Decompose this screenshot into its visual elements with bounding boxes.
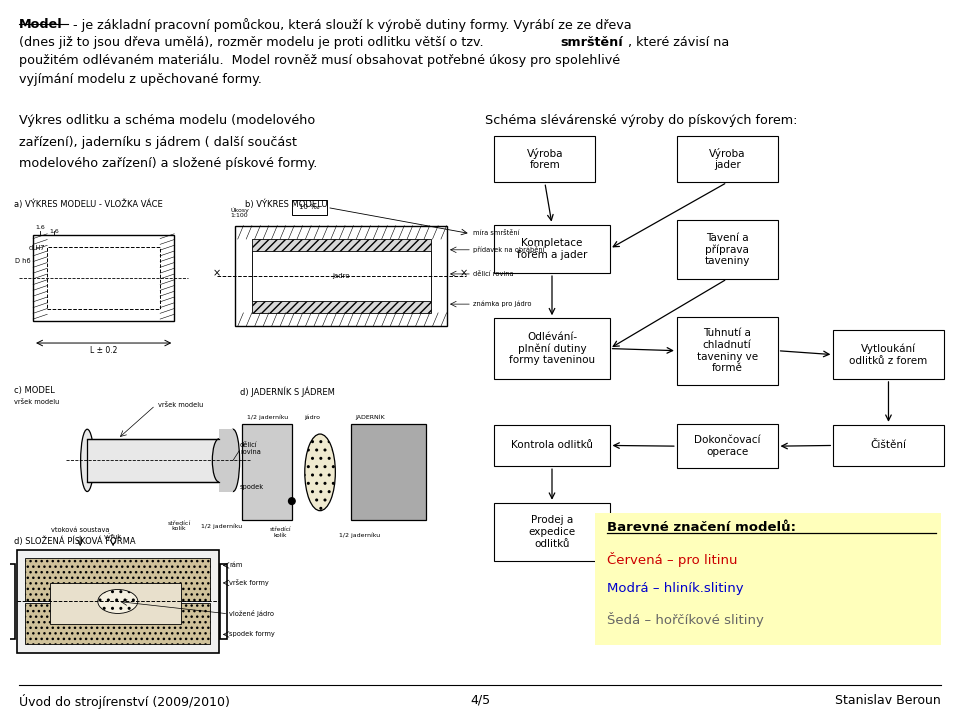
Text: Vytloukání
odlitků z forem: Vytloukání odlitků z forem <box>850 344 927 365</box>
Bar <box>25 558 210 601</box>
Bar <box>87 439 219 482</box>
Bar <box>252 239 431 313</box>
Text: jádro: jádro <box>303 414 320 420</box>
Text: Úkosy
1:100: Úkosy 1:100 <box>230 207 250 219</box>
Bar <box>47 247 160 310</box>
Text: JADERNÍK: JADERNÍK <box>355 414 385 420</box>
Text: míra smrštění: míra smrštění <box>473 230 519 236</box>
Bar <box>221 564 228 638</box>
Text: Kontrola odlitků: Kontrola odlitků <box>511 440 593 450</box>
Bar <box>235 226 447 326</box>
Text: Modrá – hliník.slitiny: Modrá – hliník.slitiny <box>607 582 743 595</box>
Text: Tavení a
příprava
taveniny: Tavení a příprava taveniny <box>705 232 750 267</box>
Text: 1.6: 1.6 <box>36 225 45 230</box>
Text: vložené jádro: vložené jádro <box>229 611 275 617</box>
Text: L ± 0.2: L ± 0.2 <box>90 345 117 355</box>
Text: spodek: spodek <box>240 484 264 490</box>
Text: dělicí rovina: dělicí rovina <box>473 271 514 277</box>
Bar <box>16 550 219 653</box>
Text: Barevné značení modelů:: Barevné značení modelů: <box>607 521 796 534</box>
Bar <box>292 199 327 215</box>
Text: - je základní pracovní pomůckou, která slouží k výrobě dutiny formy. Vyrábí ze z: - je základní pracovní pomůckou, která s… <box>69 18 632 32</box>
Ellipse shape <box>212 439 226 482</box>
FancyBboxPatch shape <box>677 317 778 385</box>
FancyBboxPatch shape <box>494 318 610 379</box>
Text: zařízení), jaderníku s jádrem ( další součást: zařízení), jaderníku s jádrem ( další so… <box>19 136 298 149</box>
Text: Úvod do strojírenství (2009/2010): Úvod do strojírenství (2009/2010) <box>19 694 230 709</box>
Text: 10 ‰: 10 ‰ <box>300 204 320 210</box>
Text: spodek formy: spodek formy <box>229 631 275 638</box>
Text: Kompletace
forem a jader: Kompletace forem a jader <box>516 238 588 260</box>
Text: ×: × <box>460 269 468 279</box>
Text: vyjímání modelu z upěchované formy.: vyjímání modelu z upěchované formy. <box>19 73 262 86</box>
Ellipse shape <box>81 429 94 491</box>
Text: c) MODEL: c) MODEL <box>14 386 55 395</box>
Text: (dnes již to jsou dřeva umělá), rozměr modelu je proti odlitku větší o tzv.: (dnes již to jsou dřeva umělá), rozměr m… <box>19 36 488 49</box>
Text: ×: × <box>212 269 221 279</box>
Text: d) SLOŽENÁ PÍSKOVÁ FORMA: d) SLOŽENÁ PÍSKOVÁ FORMA <box>14 536 136 546</box>
Text: středící
kolík: středící kolík <box>167 521 190 531</box>
FancyBboxPatch shape <box>494 225 610 273</box>
Text: Tuhnutí a
chladnutí
taveniny ve
formě: Tuhnutí a chladnutí taveniny ve formě <box>697 328 757 373</box>
Bar <box>219 429 233 491</box>
Ellipse shape <box>98 589 138 613</box>
FancyBboxPatch shape <box>494 136 595 182</box>
Bar <box>33 235 175 322</box>
Bar <box>9 564 15 638</box>
Text: 1.6: 1.6 <box>49 229 60 234</box>
Text: dělicí
rovina: dělicí rovina <box>240 442 261 455</box>
Text: vršek modelu: vršek modelu <box>14 399 60 405</box>
Text: jadro: jadro <box>332 273 350 279</box>
Bar <box>25 603 210 644</box>
Text: Výroba
jader: Výroba jader <box>708 148 746 170</box>
Text: Výkres odlitku a schéma modelu (modelového: Výkres odlitku a schéma modelu (modelové… <box>19 114 316 127</box>
FancyBboxPatch shape <box>494 503 610 561</box>
Bar <box>252 251 431 301</box>
Text: rám: rám <box>229 563 243 568</box>
Text: 4/5: 4/5 <box>470 694 490 706</box>
Text: použitém odlévaném materiálu.  Model rovněž musí obsahovat potřebné úkosy pro sp: použitém odlévaném materiálu. Model rovn… <box>19 54 620 67</box>
Ellipse shape <box>304 434 335 511</box>
Text: Šedá – hořčíkové slitiny: Šedá – hořčíkové slitiny <box>607 612 763 627</box>
Text: Stanislav Beroun: Stanislav Beroun <box>835 694 941 706</box>
FancyBboxPatch shape <box>833 330 944 379</box>
Text: Prodej a
expedice
odlitků: Prodej a expedice odlitků <box>528 516 576 548</box>
Text: Odlévání-
plnění dutiny
formy taveninou: Odlévání- plnění dutiny formy taveninou <box>509 332 595 365</box>
FancyBboxPatch shape <box>833 425 944 466</box>
Text: přídavek na obrábění: přídavek na obrábění <box>473 246 544 253</box>
Text: Model: Model <box>19 18 63 31</box>
Text: vtoková soustava: vtoková soustava <box>51 527 109 533</box>
Text: vršek formy: vršek formy <box>229 579 269 586</box>
Text: 1/2 jaderníku: 1/2 jaderníku <box>247 414 288 420</box>
FancyBboxPatch shape <box>677 136 778 182</box>
Text: vršek modelu: vršek modelu <box>157 403 203 408</box>
FancyBboxPatch shape <box>677 424 778 468</box>
Text: , které závisí na: , které závisí na <box>628 36 729 49</box>
Ellipse shape <box>227 429 240 491</box>
Text: středící
kolík: středící kolík <box>269 527 291 538</box>
Text: a) VÝKRES MODELU - VLOŽKA VÁCE: a) VÝKRES MODELU - VLOŽKA VÁCE <box>14 199 163 209</box>
Text: výfuk: výfuk <box>104 533 122 541</box>
Text: Čištění: Čištění <box>871 440 906 450</box>
FancyBboxPatch shape <box>494 425 610 466</box>
Text: d H7: d H7 <box>30 245 45 251</box>
Text: b) VÝKRES MODELU: b) VÝKRES MODELU <box>245 199 327 209</box>
Circle shape <box>289 498 295 505</box>
Text: Dokončovací
operace: Dokončovací operace <box>694 435 760 457</box>
Text: Výroba
forem: Výroba forem <box>526 148 564 170</box>
Text: smrštění: smrštění <box>561 36 623 49</box>
Text: 1/2 jaderníku: 1/2 jaderníku <box>201 523 242 529</box>
Text: známka pro jádro: známka pro jádro <box>473 301 532 307</box>
Bar <box>350 425 426 521</box>
Text: Červená – pro litinu: Červená – pro litinu <box>607 552 737 567</box>
FancyBboxPatch shape <box>677 220 778 279</box>
Text: 1/2 jaderníku: 1/2 jaderníku <box>340 533 381 538</box>
Text: modelového zařízení) a složené pískové formy.: modelového zařízení) a složené pískové f… <box>19 157 318 170</box>
Text: Schéma slévárenské výroby do pískových forem:: Schéma slévárenské výroby do pískových f… <box>485 114 798 127</box>
Text: d) JADERNÍK S JÁDREM: d) JADERNÍK S JÁDREM <box>240 386 335 397</box>
FancyBboxPatch shape <box>595 513 941 645</box>
Text: D h6: D h6 <box>15 258 31 264</box>
Bar <box>243 425 292 521</box>
Bar <box>50 583 181 624</box>
